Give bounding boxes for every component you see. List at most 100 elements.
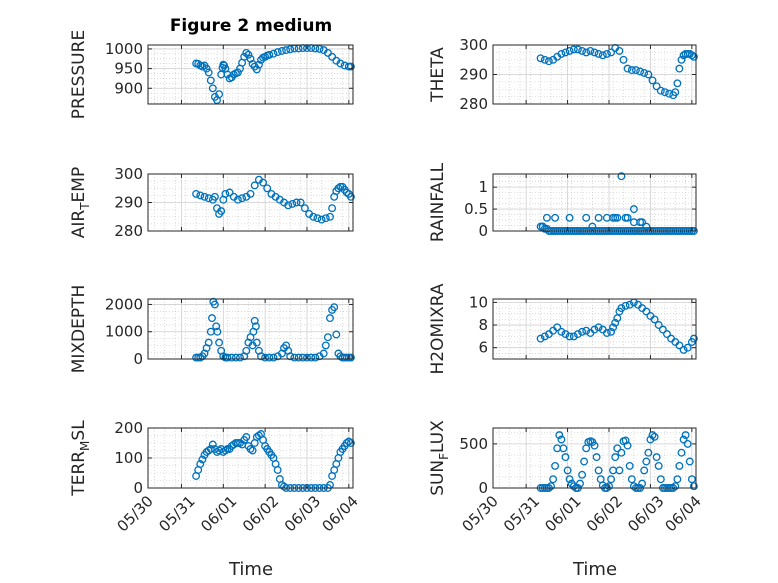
- data-point: [602, 329, 611, 337]
- data-point: [282, 46, 291, 55]
- data-point: [292, 198, 301, 207]
- data-point: [590, 441, 599, 450]
- data-point: [592, 453, 601, 462]
- data-point: [346, 62, 355, 71]
- y-tick-label: 300: [114, 165, 143, 183]
- data-point: [609, 323, 618, 332]
- data-point: [236, 353, 244, 362]
- data-point: [623, 213, 632, 222]
- data-point: [346, 353, 355, 362]
- y-tick-label: 1000: [105, 323, 143, 341]
- data-point: [582, 326, 591, 335]
- panel-air-temp: 280 290 300 AIRTEMP: [69, 165, 355, 240]
- figure-title: Figure 2 medium: [170, 16, 332, 36]
- data-point: [536, 54, 545, 63]
- data-point: [561, 453, 570, 462]
- data-point: [623, 64, 632, 73]
- data-point: [252, 338, 261, 347]
- x-tick-label: 05/30: [459, 492, 502, 535]
- data-point: [654, 321, 663, 329]
- x-tick-label: 05/30: [114, 492, 157, 535]
- data-point: [594, 49, 603, 58]
- data-point: [569, 332, 578, 341]
- axes-frame: [492, 427, 697, 489]
- y-tick-label: 2000: [105, 295, 143, 313]
- panel-theta: 280 290 300 THETA: [428, 36, 698, 113]
- y-tick-label: 1: [478, 178, 488, 196]
- data-point: [594, 323, 603, 332]
- data-point: [542, 213, 551, 222]
- data-point: [323, 333, 332, 342]
- data-point: [607, 327, 616, 336]
- y-tick-label: 280: [114, 222, 143, 240]
- data-point: [605, 482, 613, 491]
- axes-background: [148, 299, 353, 359]
- data-point: [642, 457, 651, 466]
- data-point: [656, 86, 665, 95]
- data-point: [654, 461, 663, 470]
- axes-background: [493, 174, 696, 231]
- y-tick-label: 290: [114, 194, 143, 212]
- data-point: [663, 330, 671, 339]
- data-point: [671, 482, 680, 491]
- data-point: [202, 64, 211, 73]
- data-point: [321, 341, 330, 350]
- data-point: [569, 45, 578, 54]
- data-point: [196, 191, 205, 200]
- data-point: [631, 66, 640, 75]
- data-point: [242, 433, 251, 441]
- x-tick-label: 06/02: [583, 492, 626, 535]
- data-point: [254, 431, 263, 440]
- x-tick-label: 05/31: [500, 492, 543, 535]
- data-point: [317, 215, 326, 224]
- x-axis-label-right: Time: [572, 559, 617, 580]
- data-point: [578, 327, 587, 336]
- x-tick-label: 05/31: [155, 492, 198, 535]
- data-point: [627, 475, 636, 484]
- data-point: [675, 341, 684, 350]
- data-point: [578, 46, 587, 55]
- data-point: [219, 60, 228, 69]
- data-point: [611, 453, 620, 462]
- x-tick-label: 06/02: [239, 492, 282, 535]
- y-tick-label: 950: [114, 60, 143, 78]
- axes-frame: [147, 298, 354, 360]
- data-point: [246, 445, 255, 453]
- axes-frame: [492, 298, 697, 360]
- data-point: [557, 49, 566, 58]
- data-point: [549, 475, 558, 484]
- data-point: [294, 353, 303, 362]
- data-point: [213, 327, 222, 336]
- data-point: [196, 460, 205, 468]
- data-point: [677, 448, 686, 457]
- data-point: [689, 482, 698, 491]
- data-point: [277, 46, 286, 55]
- data-point: [625, 461, 634, 470]
- data-point: [615, 46, 624, 55]
- data-point: [650, 315, 659, 324]
- data-point: [621, 301, 630, 310]
- data-point: [648, 431, 657, 440]
- y-tick-label: 0: [478, 222, 488, 240]
- data-point: [227, 353, 236, 362]
- data-point: [602, 49, 611, 58]
- data-point: [208, 84, 217, 93]
- data-point: [323, 48, 332, 57]
- data-point: [613, 444, 622, 453]
- data-point: [206, 76, 215, 85]
- data-point: [677, 55, 686, 64]
- data-point: [582, 213, 591, 222]
- y-axis-label: AIRTEMP: [69, 167, 92, 238]
- data-point: [629, 205, 638, 214]
- data-point: [212, 322, 221, 331]
- y-axis-label: RAINFALL: [428, 162, 448, 242]
- data-point: [590, 48, 599, 57]
- data-point: [621, 436, 630, 445]
- data-point: [683, 439, 692, 448]
- panel-rainfall: 0 0.5 1 RAINFALL: [428, 162, 698, 242]
- data-point: [332, 330, 341, 339]
- data-point: [242, 48, 251, 57]
- data-point: [204, 68, 213, 77]
- x-axis-label-left: Time: [228, 559, 273, 580]
